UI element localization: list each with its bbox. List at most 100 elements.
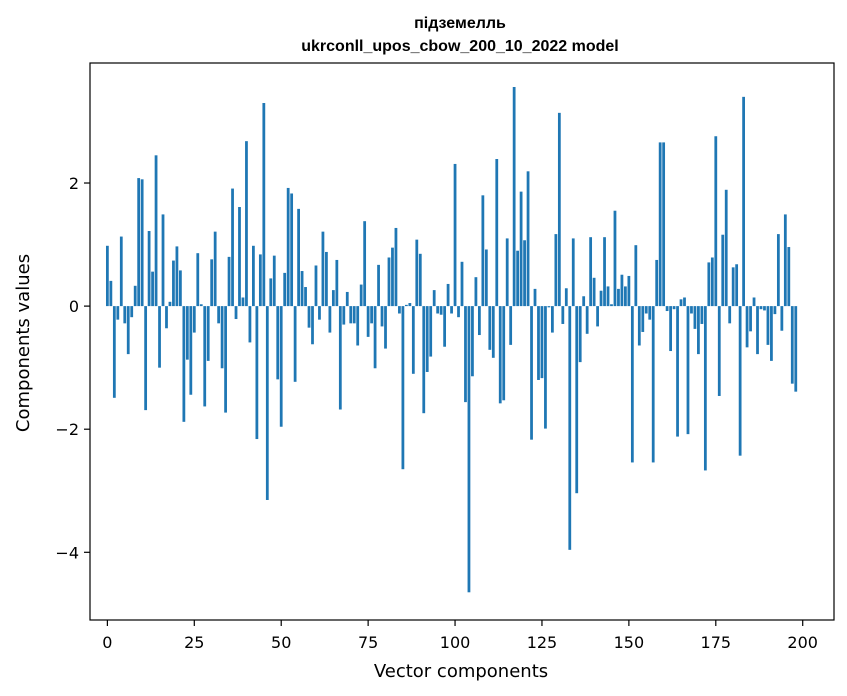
bar-component-172 <box>703 306 707 471</box>
bar-component-26 <box>196 253 200 307</box>
bar-component-48 <box>272 255 276 307</box>
bar-component-60 <box>314 265 318 307</box>
bar-component-3 <box>116 306 120 320</box>
bar-component-13 <box>151 271 154 307</box>
bar-component-7 <box>130 306 134 318</box>
bar-component-142 <box>599 290 603 307</box>
chart-title-line-1: підземелль <box>414 15 506 32</box>
bar-component-153 <box>637 306 641 346</box>
bar-component-87 <box>408 303 412 307</box>
bar-component-184 <box>745 306 749 348</box>
bar-component-149 <box>624 286 627 307</box>
bar-component-30 <box>210 259 214 307</box>
bar-component-124 <box>537 306 540 380</box>
bar-component-71 <box>352 306 356 324</box>
bar-component-114 <box>502 306 506 401</box>
bar-component-181 <box>735 264 739 307</box>
bar-component-137 <box>582 296 586 307</box>
bar-component-38 <box>238 207 241 307</box>
bar-component-198 <box>794 306 798 392</box>
bar-component-177 <box>721 234 725 307</box>
bar-component-178 <box>724 189 728 307</box>
bar-component-8 <box>133 285 137 307</box>
bar-component-69 <box>345 291 349 307</box>
bar-component-10 <box>140 179 144 307</box>
bar-component-17 <box>165 306 168 329</box>
bar-component-156 <box>648 306 652 320</box>
y-tick-label-1: −2 <box>55 420 79 439</box>
bar-component-116 <box>509 306 513 345</box>
bar-component-18 <box>168 301 172 307</box>
bar-component-22 <box>182 306 186 422</box>
bar-component-175 <box>714 136 718 307</box>
bar-component-163 <box>672 306 676 310</box>
y-axis-label: Components values <box>13 254 34 432</box>
bar-component-86 <box>404 304 408 307</box>
bar-component-92 <box>425 306 429 372</box>
bar-component-188 <box>759 306 763 310</box>
bar-component-112 <box>495 159 499 307</box>
bar-component-73 <box>359 284 363 307</box>
bar-component-110 <box>488 306 492 350</box>
bar-component-33 <box>220 306 224 369</box>
bar-component-5 <box>123 306 127 324</box>
bar-component-143 <box>603 237 606 307</box>
bar-component-171 <box>700 306 704 324</box>
bar-component-134 <box>571 238 575 307</box>
bar-component-91 <box>422 306 426 414</box>
bar-component-55 <box>297 208 300 307</box>
bar-component-174 <box>710 257 714 307</box>
bars-group <box>105 87 798 593</box>
bar-component-72 <box>356 306 360 346</box>
bar-component-53 <box>290 193 294 307</box>
y-axis-ticks: −4 −2 0 2 <box>55 174 90 562</box>
bar-component-131 <box>561 306 565 324</box>
bar-component-32 <box>217 306 221 324</box>
bar-component-138 <box>585 306 589 334</box>
bar-component-109 <box>484 249 488 307</box>
bar-component-37 <box>234 306 238 320</box>
bar-component-65 <box>331 290 335 307</box>
bar-component-197 <box>790 306 794 384</box>
x-tick-label-200: 200 <box>787 633 818 652</box>
x-tick-label-100: 100 <box>440 633 471 652</box>
bar-component-23 <box>185 306 189 360</box>
bar-component-40 <box>245 141 248 307</box>
bar-component-70 <box>349 306 353 324</box>
bar-component-62 <box>321 231 325 307</box>
bar-component-34 <box>224 306 227 413</box>
bar-component-95 <box>436 306 440 314</box>
bar-component-193 <box>776 234 780 307</box>
bar-component-90 <box>418 253 422 307</box>
bar-component-145 <box>610 304 613 307</box>
bar-component-66 <box>335 259 339 307</box>
bar-component-182 <box>738 306 742 456</box>
bar-component-104 <box>467 306 471 593</box>
bar-component-165 <box>679 299 683 307</box>
x-tick-label-25: 25 <box>184 633 204 652</box>
bar-component-120 <box>523 240 526 307</box>
bar-component-155 <box>644 306 648 314</box>
bar-component-54 <box>293 306 297 382</box>
bar-component-58 <box>307 306 311 328</box>
bar-component-119 <box>519 191 523 307</box>
bar-component-49 <box>276 306 280 380</box>
bar-component-82 <box>391 247 394 307</box>
bar-component-167 <box>686 306 690 435</box>
bar-component-133 <box>568 306 572 550</box>
bar-component-151 <box>630 306 634 463</box>
bar-component-29 <box>206 306 210 361</box>
bar-component-16 <box>161 214 165 307</box>
bar-component-52 <box>286 187 290 307</box>
bar-component-115 <box>505 238 509 307</box>
bar-component-183 <box>742 96 745 307</box>
bar-component-157 <box>651 306 655 463</box>
bar-component-191 <box>770 306 773 361</box>
bar-component-88 <box>411 306 415 374</box>
bar-component-186 <box>752 297 756 307</box>
bar-component-43 <box>255 306 259 440</box>
bar-component-45 <box>262 103 266 307</box>
bar-component-123 <box>533 288 537 307</box>
bar-component-185 <box>749 306 752 332</box>
